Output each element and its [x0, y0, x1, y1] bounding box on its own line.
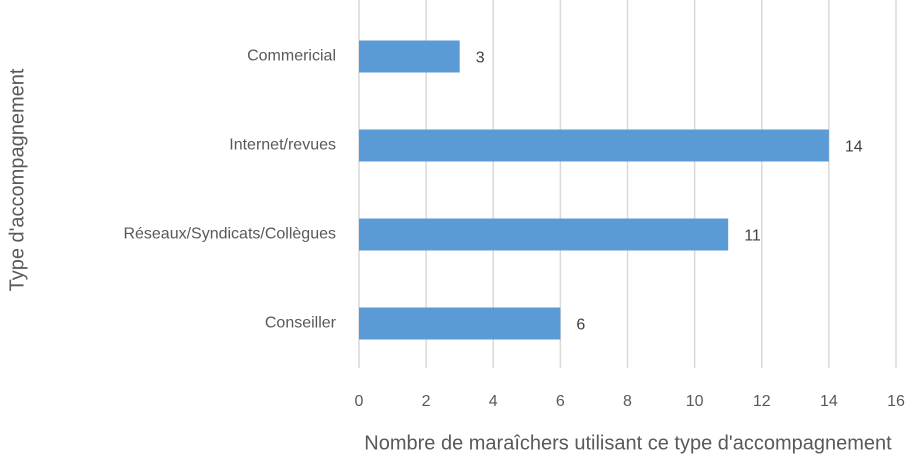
- x-tick-label: 6: [556, 393, 565, 410]
- data-label: 3: [476, 50, 485, 67]
- x-tick-label: 8: [623, 393, 632, 410]
- x-tick-label: 16: [887, 393, 905, 410]
- y-tick-label: Commericial: [247, 48, 336, 65]
- bar: [359, 307, 561, 340]
- y-tick-label: Internet/revues: [229, 137, 336, 154]
- y-tick-label: Conseiller: [265, 315, 337, 332]
- x-tick-label: 12: [753, 393, 771, 410]
- x-tick-label: 14: [820, 393, 838, 410]
- x-tick-label: 4: [489, 393, 498, 410]
- x-tick-label: 10: [686, 393, 704, 410]
- y-tick-label: Réseaux/Syndicats/Collègues: [123, 226, 336, 243]
- data-label: 11: [744, 228, 761, 245]
- x-tick-label: 2: [422, 393, 431, 410]
- x-axis-title: Nombre de maraîchers utilisant ce type d…: [364, 432, 892, 454]
- data-label: 6: [576, 317, 585, 334]
- bar: [359, 129, 829, 162]
- data-label: 14: [845, 139, 863, 156]
- bar: [359, 40, 460, 73]
- bar: [359, 218, 729, 251]
- y-axis-title: Type d'accompagnement: [6, 68, 28, 291]
- x-tick-label: 0: [355, 393, 364, 410]
